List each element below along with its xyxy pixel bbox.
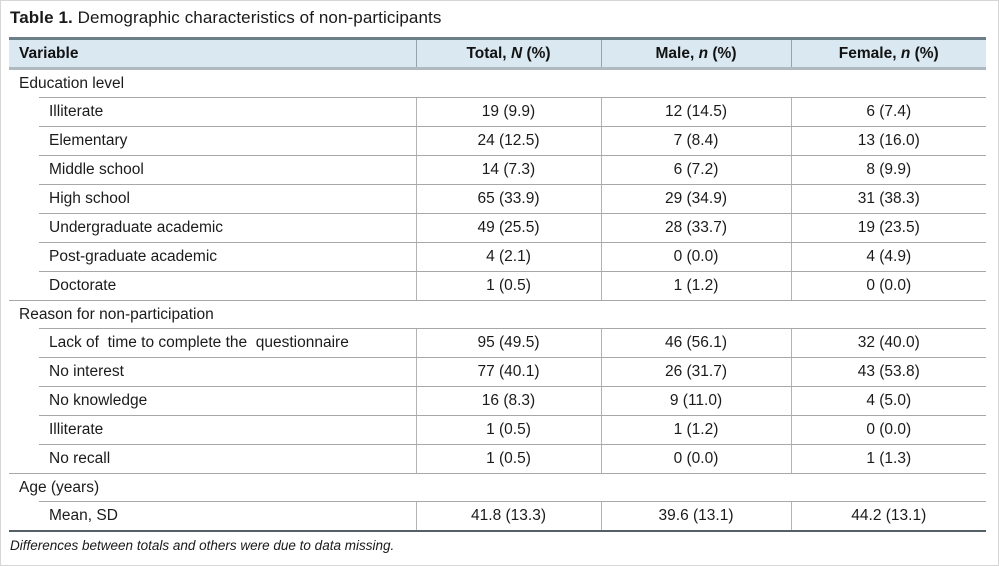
total-cell: 4 (2.1) bbox=[415, 242, 601, 272]
female-cell: 4 (4.9) bbox=[790, 242, 986, 272]
table-row: Mean, SD 41.8 (13.3) 39.6 (13.1) 44.2 (1… bbox=[9, 502, 986, 532]
row-label: No interest bbox=[9, 357, 416, 387]
row-label: Doctorate bbox=[9, 271, 416, 301]
row-label: Mean, SD bbox=[9, 502, 416, 532]
male-cell: 0 (0.0) bbox=[600, 444, 791, 474]
female-cell: 43 (53.8) bbox=[790, 357, 986, 387]
male-cell: 0 (0.0) bbox=[600, 242, 791, 272]
total-cell: 49 (25.5) bbox=[415, 213, 601, 243]
header-male: Male, n (%) bbox=[600, 37, 791, 70]
male-cell: 39.6 (13.1) bbox=[600, 502, 791, 532]
row-label: No knowledge bbox=[9, 386, 416, 416]
row-label: Middle school bbox=[9, 155, 416, 185]
female-cell: 32 (40.0) bbox=[790, 329, 986, 358]
table-row: Post-graduate academic 4 (2.1) 0 (0.0) 4… bbox=[9, 242, 986, 272]
female-cell: 0 (0.0) bbox=[790, 415, 986, 445]
total-cell: 16 (8.3) bbox=[415, 386, 601, 416]
total-cell: 95 (49.5) bbox=[415, 329, 601, 358]
female-cell: 0 (0.0) bbox=[790, 271, 986, 301]
female-cell: 4 (5.0) bbox=[790, 386, 986, 416]
row-label: Lack of time to complete the questionnai… bbox=[9, 329, 416, 358]
female-cell: 31 (38.3) bbox=[790, 184, 986, 214]
male-cell: 12 (14.5) bbox=[600, 98, 791, 127]
table-caption: Table 1. Demographic characteristics of … bbox=[10, 8, 998, 28]
total-cell: 1 (0.5) bbox=[415, 444, 601, 474]
table-row: Elementary 24 (12.5) 7 (8.4) 13 (16.0) bbox=[9, 126, 986, 156]
section-label: Age (years) bbox=[9, 473, 986, 502]
total-cell: 19 (9.9) bbox=[415, 98, 601, 127]
table-row: Illiterate 1 (0.5) 1 (1.2) 0 (0.0) bbox=[9, 415, 986, 445]
total-cell: 77 (40.1) bbox=[415, 357, 601, 387]
demographics-table: Variable Total, N (%) Male, n (%) Female… bbox=[9, 37, 986, 532]
row-label: Illiterate bbox=[9, 98, 416, 127]
table-row: Illiterate 19 (9.9) 12 (14.5) 6 (7.4) bbox=[9, 98, 986, 127]
total-cell: 14 (7.3) bbox=[415, 155, 601, 185]
table-caption-number: Table 1. bbox=[10, 8, 73, 27]
table-row: Middle school 14 (7.3) 6 (7.2) 8 (9.9) bbox=[9, 155, 986, 185]
row-label: No recall bbox=[9, 444, 416, 474]
female-cell: 6 (7.4) bbox=[790, 98, 986, 127]
section-row-education: Education level bbox=[9, 68, 986, 98]
male-cell: 1 (1.2) bbox=[600, 271, 791, 301]
header-female: Female, n (%) bbox=[790, 37, 986, 70]
section-label: Education level bbox=[9, 68, 986, 98]
table-row: Undergraduate academic 49 (25.5) 28 (33.… bbox=[9, 213, 986, 243]
section-row-age: Age (years) bbox=[9, 473, 986, 502]
row-label: Illiterate bbox=[9, 415, 416, 445]
female-cell: 13 (16.0) bbox=[790, 126, 986, 156]
female-cell: 19 (23.5) bbox=[790, 213, 986, 243]
header-total: Total, N (%) bbox=[415, 37, 601, 70]
table-row: No interest 77 (40.1) 26 (31.7) 43 (53.8… bbox=[9, 357, 986, 387]
table-footnote: Differences between totals and others we… bbox=[10, 538, 395, 553]
female-cell: 1 (1.3) bbox=[790, 444, 986, 474]
male-cell: 28 (33.7) bbox=[600, 213, 791, 243]
table-row: No recall 1 (0.5) 0 (0.0) 1 (1.3) bbox=[9, 444, 986, 474]
total-cell: 24 (12.5) bbox=[415, 126, 601, 156]
total-cell: 65 (33.9) bbox=[415, 184, 601, 214]
male-cell: 6 (7.2) bbox=[600, 155, 791, 185]
table-caption-text: Demographic characteristics of non-parti… bbox=[72, 8, 442, 27]
row-label: Elementary bbox=[9, 126, 416, 156]
section-label: Reason for non-participation bbox=[9, 300, 986, 329]
row-label: High school bbox=[9, 184, 416, 214]
header-variable: Variable bbox=[9, 37, 416, 70]
male-cell: 26 (31.7) bbox=[600, 357, 791, 387]
table-row: Doctorate 1 (0.5) 1 (1.2) 0 (0.0) bbox=[9, 271, 986, 301]
male-cell: 46 (56.1) bbox=[600, 329, 791, 358]
male-cell: 7 (8.4) bbox=[600, 126, 791, 156]
section-row-reason: Reason for non-participation bbox=[9, 300, 986, 329]
table-row: High school 65 (33.9) 29 (34.9) 31 (38.3… bbox=[9, 184, 986, 214]
row-label: Undergraduate academic bbox=[9, 213, 416, 243]
male-cell: 1 (1.2) bbox=[600, 415, 791, 445]
table-row: No knowledge 16 (8.3) 9 (11.0) 4 (5.0) bbox=[9, 386, 986, 416]
table-row: Lack of time to complete the questionnai… bbox=[9, 329, 986, 358]
female-cell: 44.2 (13.1) bbox=[790, 502, 986, 532]
male-cell: 29 (34.9) bbox=[600, 184, 791, 214]
male-cell: 9 (11.0) bbox=[600, 386, 791, 416]
female-cell: 8 (9.9) bbox=[790, 155, 986, 185]
row-label: Post-graduate academic bbox=[9, 242, 416, 272]
total-cell: 1 (0.5) bbox=[415, 271, 601, 301]
header-row: Variable Total, N (%) Male, n (%) Female… bbox=[9, 37, 986, 70]
total-cell: 41.8 (13.3) bbox=[415, 502, 601, 532]
total-cell: 1 (0.5) bbox=[415, 415, 601, 445]
